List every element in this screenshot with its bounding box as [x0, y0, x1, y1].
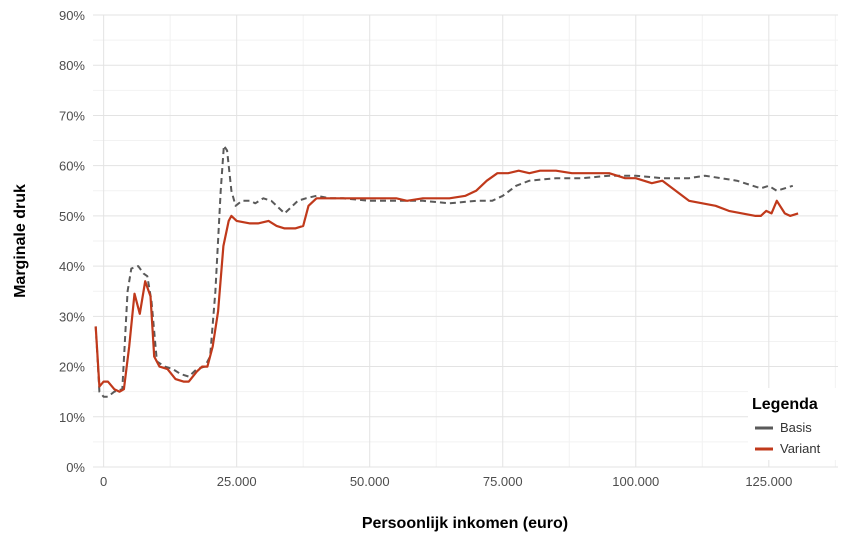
- legend-label-basis: Basis: [780, 420, 812, 435]
- y-tick-label: 50%: [59, 209, 85, 224]
- legend: Legenda Basis Variant: [748, 388, 838, 460]
- y-tick-label: 40%: [59, 259, 85, 274]
- x-tick-label: 50.000: [350, 474, 390, 489]
- legend-label-variant: Variant: [780, 441, 821, 456]
- x-axis-ticks: 0 25.000 50.000 75.000 100.000 125.000: [100, 474, 792, 489]
- y-tick-label: 60%: [59, 159, 85, 174]
- y-tick-label: 10%: [59, 410, 85, 425]
- y-tick-label: 90%: [59, 8, 85, 23]
- y-tick-label: 80%: [59, 58, 85, 73]
- x-tick-label: 125.000: [745, 474, 792, 489]
- x-tick-label: 0: [100, 474, 107, 489]
- y-axis-ticks: 0% 10% 20% 30% 40% 50% 60% 70% 80% 90%: [59, 8, 85, 475]
- y-tick-label: 70%: [59, 108, 85, 123]
- x-tick-label: 100.000: [612, 474, 659, 489]
- x-tick-label: 75.000: [483, 474, 523, 489]
- y-tick-label: 30%: [59, 309, 85, 324]
- y-tick-label: 0%: [66, 460, 85, 475]
- legend-title: Legenda: [752, 396, 818, 413]
- x-axis-title: Persoonlijk inkomen (euro): [362, 515, 568, 532]
- x-tick-label: 25.000: [217, 474, 257, 489]
- y-axis-title: Marginale druk: [12, 184, 29, 298]
- y-tick-label: 20%: [59, 360, 85, 375]
